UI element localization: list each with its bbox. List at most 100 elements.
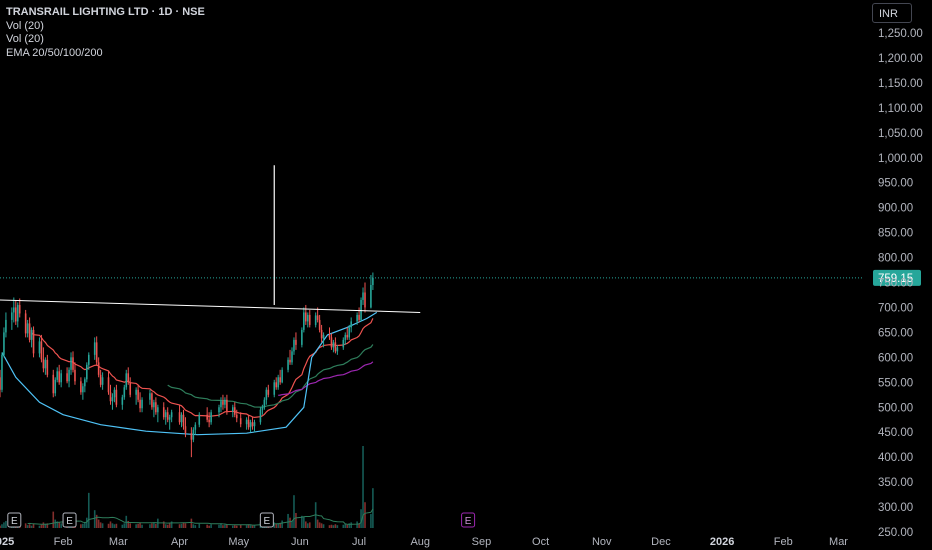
volume-bar	[192, 524, 195, 528]
volume-bar	[332, 525, 335, 528]
candle-body	[107, 377, 110, 393]
volume-bar	[289, 517, 291, 528]
candle-body	[356, 314, 358, 322]
candle-body	[261, 407, 264, 410]
volume-bar	[316, 519, 319, 528]
currency-button[interactable]: INR	[872, 3, 912, 23]
candle-body	[139, 399, 141, 409]
candle-body	[334, 342, 337, 352]
candle-body	[157, 407, 159, 413]
volume-bar	[210, 524, 212, 528]
volume-bar	[1, 524, 3, 528]
candle-body	[301, 329, 303, 345]
volume-bar	[166, 524, 169, 528]
volume-bar	[44, 523, 47, 528]
candle-body	[253, 422, 256, 427]
earnings-marker[interactable]: E	[62, 512, 77, 528]
candle-body	[233, 407, 236, 415]
x-tick-label: 2026	[710, 536, 734, 548]
earnings-marker[interactable]: E	[7, 512, 22, 528]
volume-bar	[162, 521, 165, 528]
candle-body	[135, 389, 137, 395]
y-tick-label: 450.00	[878, 427, 913, 439]
legend-volume-2[interactable]: Vol (20)	[6, 33, 44, 45]
candle-body	[287, 359, 289, 370]
candle-body	[192, 429, 195, 440]
volume-bar	[149, 524, 151, 528]
volume-bar	[273, 522, 276, 528]
volume-bar	[54, 519, 57, 528]
volume-bar	[372, 488, 374, 528]
volume-bar	[3, 522, 5, 528]
candle-body	[115, 389, 118, 405]
candle-body	[54, 379, 57, 394]
x-tick-label: 2025	[0, 536, 14, 548]
y-tick-label: 300.00	[878, 502, 913, 514]
volume-bar	[301, 515, 303, 528]
volume-bar	[277, 523, 279, 528]
volume-bar	[320, 523, 323, 528]
x-tick-label: Mar	[829, 536, 848, 548]
candle-body	[38, 341, 41, 354]
candle-body	[370, 284, 372, 308]
candle-body	[127, 373, 130, 383]
candle-body	[111, 397, 114, 402]
earnings-marker[interactable]: E	[259, 512, 274, 528]
y-tick-label: 1,250.00	[878, 28, 923, 40]
candle-body	[42, 359, 45, 369]
time-axis[interactable]: 2025 Feb Mar Apr May Jun Jul Aug Sep Oct Nov Dec 202…	[0, 536, 848, 548]
x-tick-label: Dec	[651, 536, 671, 548]
y-tick-label: 650.00	[878, 327, 913, 339]
volume-bar	[60, 523, 62, 528]
symbol-title[interactable]: TRANSRAIL LIGHTING LTD · 1D · NSE	[6, 6, 205, 18]
candle-body	[305, 312, 307, 322]
y-tick-label: 600.00	[878, 352, 913, 364]
volume-bar	[253, 525, 256, 528]
candle-body	[308, 314, 311, 325]
x-tick-label: May	[228, 536, 249, 548]
candle-body	[222, 401, 224, 405]
candle-body	[178, 412, 181, 423]
candle-body	[97, 362, 100, 375]
volume-bar	[358, 523, 360, 528]
volume-bar	[208, 525, 210, 528]
volume-bar	[305, 521, 307, 528]
x-tick-label: Nov	[592, 536, 612, 548]
volume-bar	[330, 524, 333, 528]
y-tick-label: 1,200.00	[878, 53, 923, 65]
candle-body	[28, 323, 31, 340]
candle-body	[86, 364, 88, 380]
candle-body	[123, 387, 126, 398]
candle-body	[70, 357, 72, 370]
y-tick-label: 900.00	[878, 203, 913, 215]
volume-bar	[356, 521, 358, 528]
candle-body	[129, 382, 132, 395]
last-price-label: 759.15	[878, 273, 913, 285]
candle-body	[151, 393, 153, 408]
volume-bar	[334, 524, 337, 528]
candle-body	[336, 347, 339, 352]
candle-body	[58, 371, 60, 383]
legend-ema[interactable]: EMA 20/50/100/200	[6, 46, 103, 59]
volume-bar	[123, 523, 126, 528]
volume-bar	[84, 522, 86, 528]
legend-volume-1[interactable]: Vol (20)	[6, 19, 44, 32]
earnings-marker[interactable]: E	[461, 512, 476, 528]
candle-body	[80, 381, 82, 393]
candle-body	[153, 402, 155, 408]
price-axis[interactable]: 1,250.00 1,200.00 1,150.00 1,100.00 1,050.00…	[878, 28, 923, 539]
volume-bar	[95, 514, 98, 528]
candle-body	[281, 369, 283, 383]
volume-bar	[5, 520, 7, 528]
volume-bar	[281, 520, 283, 528]
ema-50-line	[167, 344, 374, 408]
earnings-marker-box	[259, 512, 274, 528]
candle-body	[13, 307, 15, 313]
volume-bar	[93, 510, 96, 528]
volume-bar	[109, 521, 112, 528]
candle-body	[155, 402, 157, 413]
y-tick-label: 250.00	[878, 527, 913, 539]
